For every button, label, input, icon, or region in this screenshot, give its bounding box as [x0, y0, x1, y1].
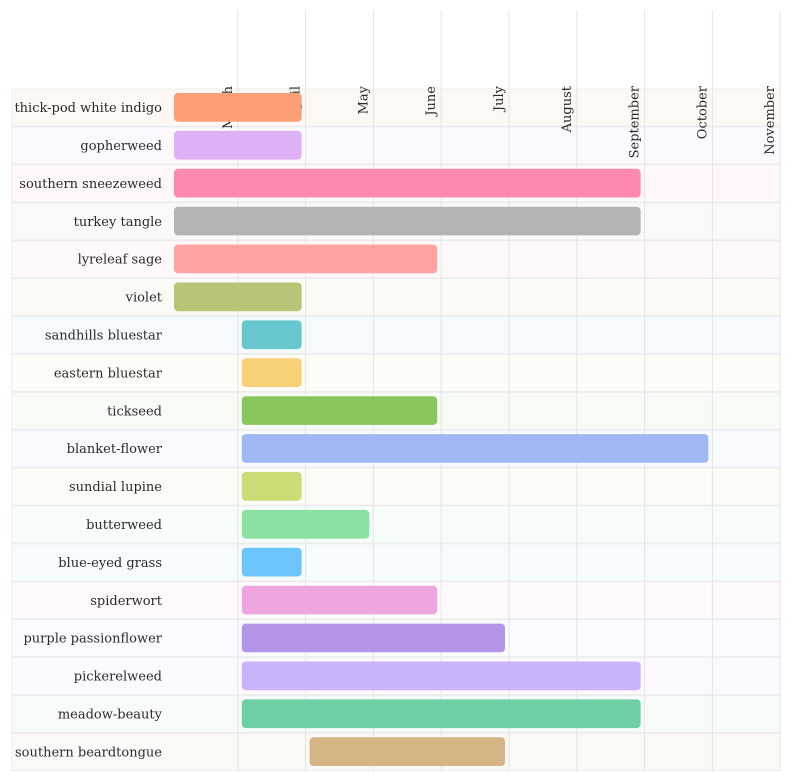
row-bands	[11, 88, 781, 771]
task-bar	[174, 244, 438, 274]
task-bar	[241, 472, 302, 501]
row-label: sundial lupine	[69, 480, 162, 495]
row-band	[11, 278, 781, 317]
row-label: eastern bluestar	[54, 366, 163, 381]
month-label: August	[560, 85, 575, 133]
row-band	[11, 543, 781, 582]
month-label: July	[492, 85, 507, 113]
row-label: pickerelweed	[74, 670, 162, 685]
row-label: violet	[125, 291, 163, 306]
bars	[174, 93, 709, 766]
task-bar	[174, 93, 302, 122]
task-bar	[241, 396, 438, 425]
row-label: southern beardtongue	[15, 745, 162, 760]
month-label: June	[424, 86, 439, 118]
row-band	[11, 353, 781, 392]
task-bar	[174, 206, 641, 236]
task-bar	[174, 168, 641, 198]
row-label: lyreleaf sage	[78, 253, 163, 268]
task-bar	[241, 585, 438, 615]
task-bar	[241, 547, 302, 577]
row-label: gopherweed	[80, 139, 162, 154]
row-label: blanket-flower	[67, 442, 163, 457]
row-label: turkey tangle	[74, 215, 163, 230]
row-label: tickseed	[107, 404, 162, 419]
task-bar	[241, 661, 641, 691]
task-bar	[241, 509, 370, 539]
row-label: southern sneezeweed	[19, 177, 162, 192]
month-label: October	[695, 85, 710, 139]
month-label: September	[628, 85, 643, 158]
row-label: thick-pod white indigo	[14, 101, 162, 116]
task-bar	[241, 623, 506, 653]
row-label: butterweed	[86, 518, 162, 533]
task-bar	[174, 130, 302, 160]
row-label: meadow-beauty	[58, 708, 163, 723]
row-band	[11, 315, 781, 355]
task-bar	[241, 699, 641, 729]
task-bar	[241, 358, 302, 387]
row-label: blue-eyed grass	[58, 556, 162, 571]
task-bar	[241, 434, 709, 463]
row-label: sandhills bluestar	[45, 329, 163, 344]
month-label: May	[356, 85, 371, 114]
row-labels: thick-pod white indigo gopherweed southern…	[14, 101, 162, 760]
row-label: spiderwort	[90, 594, 163, 609]
row-band	[11, 505, 781, 544]
month-label: November	[763, 85, 778, 155]
task-bar	[309, 737, 505, 766]
task-bar	[174, 282, 302, 312]
task-bar	[241, 320, 302, 350]
row-band	[11, 126, 781, 165]
row-label: purple passionflower	[23, 632, 162, 647]
row-band	[11, 88, 781, 127]
